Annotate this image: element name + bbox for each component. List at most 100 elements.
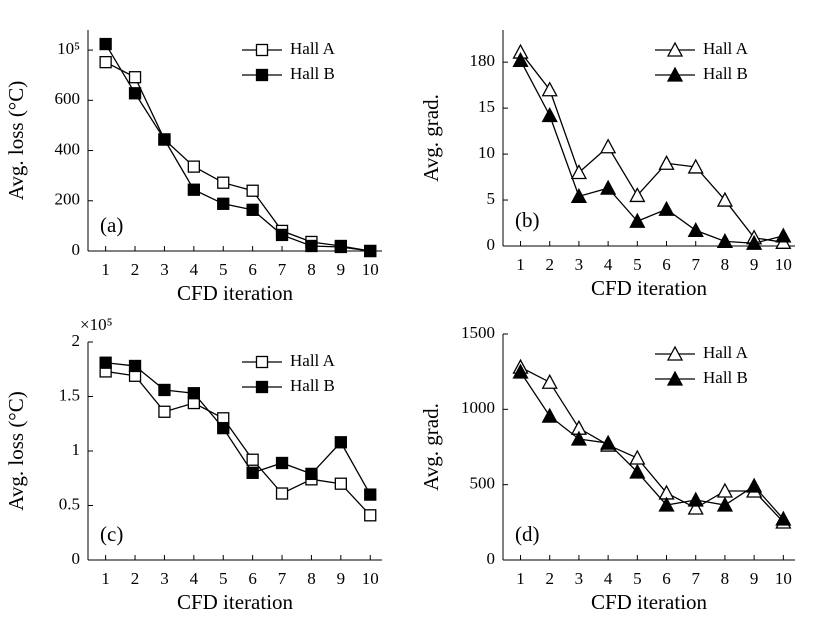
data-point	[629, 187, 646, 203]
data-point	[217, 197, 230, 210]
data-point	[187, 387, 200, 400]
x-tick-label: 9	[750, 569, 759, 588]
data-point	[275, 487, 289, 500]
x-axis-label: CFD iteration	[177, 590, 294, 614]
data-point	[158, 133, 171, 146]
data-point	[128, 71, 142, 84]
series-line	[519, 60, 784, 244]
x-tick-label: 4	[604, 255, 613, 274]
x-tick-label: 1	[516, 569, 525, 588]
x-tick-label: 7	[691, 255, 700, 274]
x-tick-label: 2	[545, 569, 554, 588]
data-point	[600, 138, 617, 154]
y-axis-label: Avg. loss (°C)	[4, 81, 28, 200]
data-point	[99, 55, 112, 69]
data-point	[246, 466, 259, 479]
series-line	[105, 61, 371, 252]
data-point	[629, 463, 646, 479]
x-tick-label: 3	[160, 569, 169, 588]
data-point	[334, 240, 347, 254]
x-tick-label: 1	[101, 260, 110, 279]
data-point	[746, 234, 763, 250]
y-tick-label: 500	[470, 474, 496, 493]
x-tick-label: 7	[278, 569, 287, 588]
data-point	[775, 227, 792, 243]
data-point	[716, 496, 734, 512]
x-tick-label: 8	[721, 255, 730, 274]
data-point	[187, 183, 200, 196]
series-line	[519, 371, 784, 520]
legend-marker	[666, 370, 684, 386]
data-point	[158, 383, 171, 397]
x-tick-label: 5	[219, 260, 228, 279]
data-point	[600, 179, 617, 195]
legend-marker	[255, 68, 269, 82]
data-point	[158, 405, 171, 418]
x-tick-label: 10	[775, 255, 792, 274]
x-tick-label: 4	[604, 569, 613, 588]
y-tick-label: 600	[55, 89, 81, 108]
data-point	[128, 87, 142, 100]
x-axis-label: CFD iteration	[591, 276, 708, 300]
data-point	[305, 467, 318, 481]
x-tick-label: 9	[337, 569, 346, 588]
y-tick-label: 0	[487, 549, 496, 568]
data-point	[746, 477, 763, 493]
y-axis-label: Avg. grad.	[419, 403, 443, 491]
y-tick-label: 400	[55, 139, 81, 158]
legend-label: Hall A	[703, 343, 749, 362]
y-tick-label: 200	[55, 190, 81, 209]
data-point	[246, 453, 259, 466]
panel-label: (a)	[100, 213, 123, 237]
data-point	[246, 203, 259, 216]
data-point	[687, 491, 704, 507]
y-tick-label: 10	[478, 143, 495, 162]
data-point	[217, 176, 230, 189]
y-tick-label: 5	[487, 189, 496, 208]
y-tick-label: 0	[72, 240, 81, 259]
legend-marker	[255, 380, 269, 394]
legend-label: Hall A	[290, 351, 336, 370]
x-tick-label: 10	[362, 569, 379, 588]
panel-label: (b)	[515, 208, 540, 232]
data-point	[629, 212, 646, 228]
data-point	[99, 356, 112, 369]
x-tick-label: 6	[248, 569, 257, 588]
data-point	[364, 244, 377, 258]
data-point	[541, 81, 558, 97]
data-point	[629, 449, 646, 465]
y-tick-label: 2	[72, 331, 81, 350]
data-point	[775, 510, 792, 526]
legend-label: Hall B	[290, 64, 335, 83]
panel-label: (d)	[515, 522, 540, 546]
data-point	[187, 160, 200, 173]
x-tick-label: 3	[160, 260, 169, 279]
x-tick-label: 2	[131, 569, 140, 588]
y-tick-label: 1500	[461, 323, 495, 342]
data-point	[687, 158, 704, 174]
data-point	[99, 37, 112, 51]
data-point	[334, 477, 347, 490]
y-tick-label: 180	[470, 51, 496, 70]
x-tick-label: 5	[633, 569, 642, 588]
x-tick-label: 8	[307, 260, 316, 279]
y-tick-label: 0.5	[59, 494, 80, 513]
x-tick-label: 5	[219, 569, 228, 588]
data-point	[305, 239, 318, 253]
series-line	[520, 51, 784, 243]
series-line	[105, 362, 371, 495]
data-point	[570, 164, 588, 180]
series-line	[520, 366, 784, 523]
x-axis-label: CFD iteration	[177, 281, 294, 305]
y-tick-label: 0	[487, 235, 496, 254]
data-point	[658, 496, 675, 512]
data-point	[275, 228, 289, 242]
series-line	[105, 370, 371, 516]
data-point	[658, 154, 675, 170]
data-point	[364, 509, 377, 522]
y-tick-label: 15	[478, 97, 495, 116]
data-point	[541, 373, 558, 389]
data-point	[364, 488, 377, 501]
legend-label: Hall B	[703, 64, 748, 83]
series-line	[105, 43, 371, 252]
